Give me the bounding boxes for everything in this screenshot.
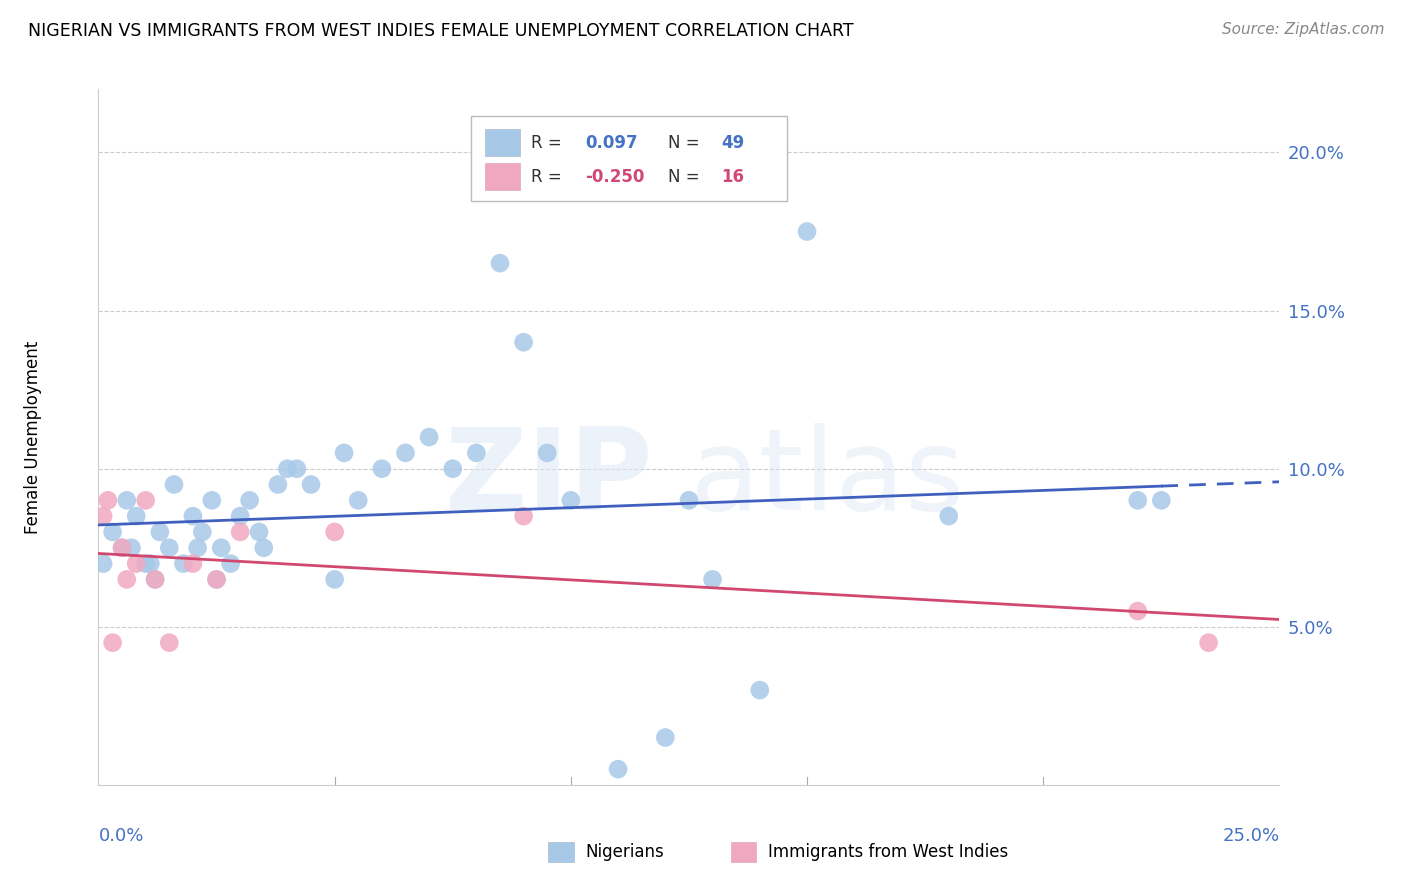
- Point: [394, 446, 416, 460]
- Point: [209, 541, 232, 555]
- Text: Female Unemployment: Female Unemployment: [24, 341, 42, 533]
- Point: [299, 477, 322, 491]
- Point: [285, 461, 308, 475]
- Text: -0.250: -0.250: [585, 168, 644, 186]
- Point: [654, 731, 676, 745]
- Text: 0.0%: 0.0%: [98, 827, 143, 845]
- Point: [276, 461, 298, 475]
- Point: [97, 493, 120, 508]
- Point: [512, 509, 534, 524]
- Point: [347, 493, 370, 508]
- Point: [323, 524, 346, 539]
- Point: [371, 461, 394, 475]
- Point: [143, 573, 166, 587]
- Point: [1126, 493, 1149, 508]
- Text: N =: N =: [668, 134, 704, 152]
- Point: [135, 493, 157, 508]
- Text: 0.097: 0.097: [585, 134, 637, 152]
- Point: [143, 573, 166, 587]
- Point: [229, 524, 252, 539]
- Point: [465, 446, 488, 460]
- Point: [796, 225, 818, 239]
- Point: [678, 493, 700, 508]
- Point: [101, 524, 124, 539]
- Text: R =: R =: [531, 134, 568, 152]
- Point: [149, 524, 172, 539]
- Point: [115, 493, 138, 508]
- Point: [229, 509, 252, 524]
- Text: ZIP: ZIP: [446, 424, 654, 534]
- Text: 49: 49: [721, 134, 745, 152]
- Point: [157, 541, 180, 555]
- Point: [219, 557, 242, 571]
- Point: [239, 493, 262, 508]
- Point: [205, 573, 228, 587]
- Point: [91, 509, 114, 524]
- Text: 16: 16: [721, 168, 744, 186]
- Point: [323, 573, 346, 587]
- Point: [702, 573, 724, 587]
- Point: [247, 524, 270, 539]
- Point: [139, 557, 162, 571]
- Text: Immigrants from West Indies: Immigrants from West Indies: [768, 843, 1008, 861]
- Point: [441, 461, 464, 475]
- Point: [560, 493, 582, 508]
- Text: 25.0%: 25.0%: [1222, 827, 1279, 845]
- Point: [181, 557, 204, 571]
- Point: [201, 493, 224, 508]
- Text: Nigerians: Nigerians: [585, 843, 664, 861]
- Point: [512, 335, 534, 350]
- Text: Source: ZipAtlas.com: Source: ZipAtlas.com: [1222, 22, 1385, 37]
- Text: R =: R =: [531, 168, 568, 186]
- Point: [607, 762, 630, 776]
- Point: [125, 557, 148, 571]
- Point: [1198, 635, 1220, 649]
- Point: [748, 683, 770, 698]
- Point: [187, 541, 209, 555]
- Text: NIGERIAN VS IMMIGRANTS FROM WEST INDIES FEMALE UNEMPLOYMENT CORRELATION CHART: NIGERIAN VS IMMIGRANTS FROM WEST INDIES …: [28, 22, 853, 40]
- Point: [205, 573, 228, 587]
- Point: [267, 477, 290, 491]
- Point: [253, 541, 276, 555]
- Point: [489, 256, 512, 270]
- Point: [163, 477, 186, 491]
- Point: [111, 541, 134, 555]
- Point: [1150, 493, 1173, 508]
- Point: [938, 509, 960, 524]
- Point: [172, 557, 194, 571]
- Text: N =: N =: [668, 168, 704, 186]
- Point: [91, 557, 114, 571]
- Point: [536, 446, 558, 460]
- Point: [181, 509, 204, 524]
- Point: [111, 541, 134, 555]
- Point: [101, 635, 124, 649]
- Point: [191, 524, 214, 539]
- Point: [121, 541, 143, 555]
- Point: [125, 509, 148, 524]
- Text: atlas: atlas: [689, 424, 965, 534]
- Point: [157, 635, 180, 649]
- Point: [1126, 604, 1149, 618]
- Point: [115, 573, 138, 587]
- Point: [333, 446, 356, 460]
- Point: [135, 557, 157, 571]
- Point: [418, 430, 440, 444]
